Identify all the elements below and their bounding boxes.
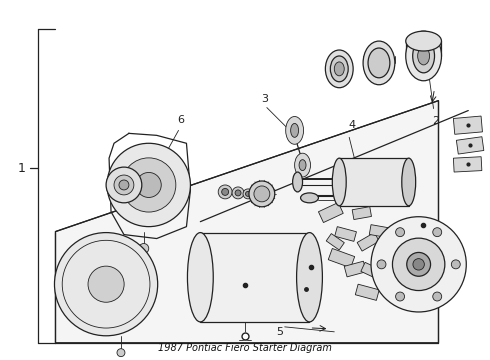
Bar (355, 284, 379, 300)
Circle shape (232, 187, 244, 199)
Circle shape (377, 260, 386, 269)
Circle shape (107, 143, 191, 227)
Ellipse shape (406, 31, 441, 51)
Text: 1: 1 (18, 162, 25, 175)
Circle shape (119, 180, 129, 190)
Ellipse shape (368, 48, 390, 78)
Ellipse shape (413, 39, 435, 73)
Bar (456, 137, 484, 154)
Circle shape (114, 175, 134, 195)
Bar (369, 225, 392, 238)
Circle shape (245, 192, 250, 196)
Circle shape (235, 190, 241, 196)
Ellipse shape (293, 172, 302, 192)
Circle shape (254, 186, 270, 202)
Bar (339, 158, 409, 206)
Circle shape (413, 258, 424, 270)
Circle shape (139, 243, 149, 253)
Bar (344, 261, 366, 277)
Circle shape (433, 228, 441, 237)
Ellipse shape (417, 47, 430, 65)
Ellipse shape (291, 123, 298, 137)
Ellipse shape (300, 193, 318, 203)
Text: 4: 4 (348, 120, 356, 130)
Circle shape (54, 233, 158, 336)
Bar (357, 233, 379, 251)
Circle shape (395, 292, 405, 301)
Bar (379, 251, 399, 262)
Circle shape (249, 181, 275, 207)
Ellipse shape (330, 56, 348, 82)
Ellipse shape (332, 158, 346, 206)
Circle shape (106, 167, 142, 203)
Bar (361, 262, 381, 279)
Bar (200, 233, 310, 322)
Text: 2: 2 (432, 116, 439, 126)
Circle shape (88, 266, 124, 302)
Bar (318, 203, 343, 222)
Circle shape (451, 260, 460, 269)
Text: 5: 5 (276, 327, 283, 337)
Ellipse shape (363, 41, 395, 85)
Circle shape (243, 189, 253, 199)
Bar (328, 248, 355, 268)
Bar (326, 234, 344, 250)
Ellipse shape (402, 158, 416, 206)
Ellipse shape (325, 50, 353, 88)
Circle shape (117, 349, 125, 357)
Ellipse shape (188, 233, 213, 322)
Bar (453, 157, 482, 172)
Circle shape (136, 172, 161, 198)
Text: 1987 Pontiac Fiero Starter Diagram: 1987 Pontiac Fiero Starter Diagram (158, 343, 332, 353)
Circle shape (221, 188, 229, 195)
Ellipse shape (299, 159, 306, 171)
Ellipse shape (296, 233, 322, 322)
Circle shape (122, 158, 176, 212)
Circle shape (433, 292, 441, 301)
Ellipse shape (406, 31, 441, 81)
Circle shape (392, 238, 445, 291)
Ellipse shape (334, 62, 344, 76)
Text: 6: 6 (177, 116, 184, 125)
Circle shape (218, 185, 232, 199)
Bar (352, 207, 371, 220)
Bar (380, 268, 400, 284)
Ellipse shape (294, 153, 311, 177)
Circle shape (371, 217, 466, 312)
Circle shape (395, 228, 405, 237)
Bar (453, 116, 483, 134)
Bar (335, 227, 356, 241)
Ellipse shape (286, 117, 303, 144)
Text: 3: 3 (261, 94, 269, 104)
Circle shape (407, 252, 431, 276)
Polygon shape (55, 100, 439, 343)
